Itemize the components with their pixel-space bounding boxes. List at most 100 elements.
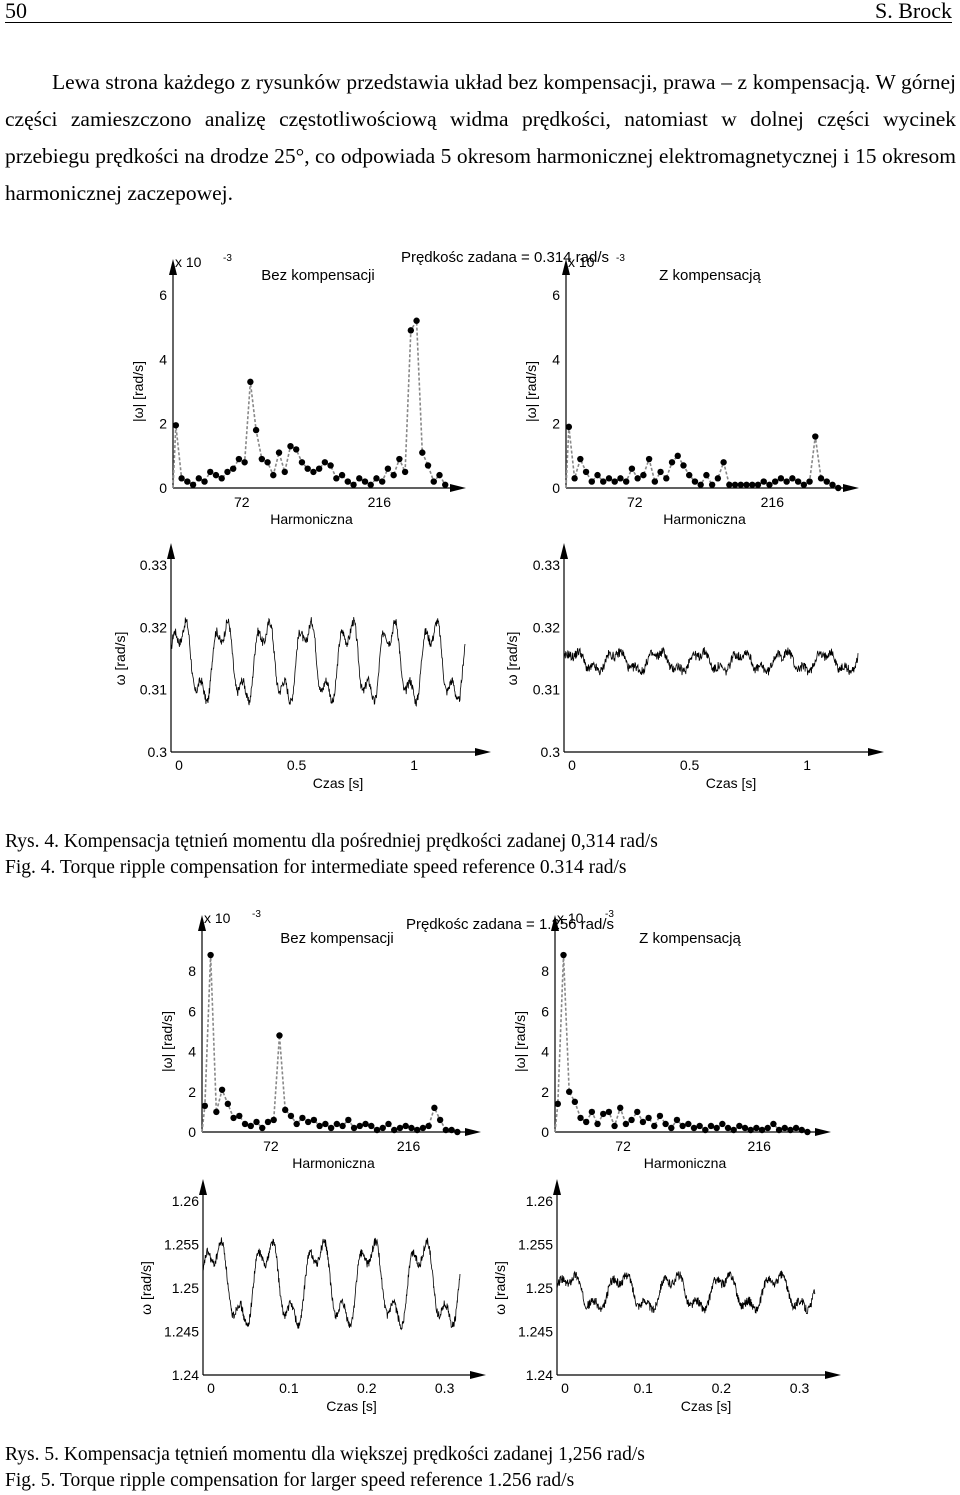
fig1-right-harmonic-point bbox=[775, 1126, 783, 1134]
fig0-right-harmonic-point bbox=[806, 478, 813, 485]
fig0-right-harmonic-point bbox=[617, 475, 624, 482]
fig1-right-harmonic-point bbox=[600, 1110, 607, 1118]
fig1-left-harmonic-point bbox=[356, 1122, 363, 1130]
fig0-left-harmonic-point bbox=[338, 471, 346, 479]
fig0-right-harmonic-point bbox=[760, 478, 767, 485]
fig1-left-harmonic-point bbox=[316, 1122, 323, 1130]
fig1-right-harmonic-point bbox=[804, 1128, 811, 1136]
fig0-left-harmonic-point bbox=[367, 481, 374, 488]
fig0-right-harmonic-point bbox=[737, 481, 744, 488]
fig1-left-xlabel: Harmoniczna bbox=[292, 1155, 375, 1171]
fig0-right-xtick-label: 0 bbox=[568, 757, 576, 773]
fig1-left-harmonic-point bbox=[293, 1120, 300, 1128]
fig1-left-harmonic-point bbox=[333, 1120, 341, 1128]
fig1-right-harmonic-point bbox=[736, 1122, 743, 1130]
fig1-right-harmonic-point bbox=[605, 1108, 613, 1116]
fig0-right-harmonic-point bbox=[766, 481, 773, 488]
fig1-left-harmonic-point bbox=[391, 1126, 398, 1134]
fig1-right-harmonic-point bbox=[588, 1108, 596, 1116]
fig0-right-harmonic-point bbox=[571, 475, 578, 482]
fig1-left-harmonic-point bbox=[425, 1122, 432, 1130]
fig1-left-y-axis-arrow bbox=[198, 915, 206, 931]
fig1-left-harmonic-point bbox=[396, 1124, 404, 1132]
fig0-left-xtick-label: 216 bbox=[368, 494, 392, 510]
fig1-left-xtick-label: 72 bbox=[263, 1138, 279, 1154]
fig0-right-harmonic-point bbox=[800, 481, 808, 488]
fig0-left-harmonic-point bbox=[321, 459, 329, 466]
fig1-left-harmonic-point bbox=[287, 1112, 295, 1120]
fig0-left-harmonic-point bbox=[218, 475, 225, 482]
fig1-left-harmonic-point bbox=[419, 1124, 427, 1132]
fig1-right-harmonic-point bbox=[622, 1120, 630, 1128]
fig1-right-harmonic-point bbox=[571, 1098, 579, 1106]
fig0-left-harmonic-point bbox=[442, 481, 449, 488]
fig1-right-xtick-label: 0.3 bbox=[790, 1380, 810, 1396]
fig0-left-harmonic-point bbox=[212, 471, 220, 479]
fig0-right-harmonic-point bbox=[634, 475, 641, 482]
fig0-right-y-axis-arrow bbox=[560, 543, 568, 559]
fig1-right-harmonic-point bbox=[673, 1116, 681, 1124]
fig1-left-x-axis-arrow bbox=[465, 1128, 481, 1136]
fig0-left-harmonic-point bbox=[315, 465, 323, 472]
fig0-left-harmonic-point bbox=[407, 327, 415, 334]
fig0-right-harmonic-point bbox=[829, 481, 836, 488]
fig1-left-ytick-label: 1.245 bbox=[164, 1324, 199, 1340]
fig1-left-harmonic-point bbox=[431, 1104, 438, 1112]
fig1-left-ytick-label: 6 bbox=[188, 1003, 196, 1019]
fig0-right-harmonic-point bbox=[651, 478, 659, 485]
fig0-right-harmonic-point bbox=[817, 475, 825, 482]
fig0-left-ytick-label: 0 bbox=[159, 480, 167, 496]
fig0-right-harmonic-point bbox=[657, 468, 664, 476]
fig0-right-y-axis-arrow bbox=[562, 259, 570, 275]
fig1-left-x-axis-arrow bbox=[470, 1371, 486, 1379]
fig1-left-xtick-label: 0.1 bbox=[279, 1380, 299, 1396]
fig0-left-xtick-label: 72 bbox=[234, 494, 250, 510]
figure-4-caption-en: Fig. 4. Torque ripple compensation for i… bbox=[5, 857, 627, 878]
running-header-author: S. Brock bbox=[875, 0, 952, 23]
fig1-right-ytick-label: 1.255 bbox=[518, 1237, 553, 1253]
fig0-right-harmonic-point bbox=[726, 481, 733, 488]
fig1-right-harmonic-point bbox=[764, 1124, 771, 1132]
fig1-left-ytick-label: 1.24 bbox=[172, 1367, 199, 1383]
fig1-left-harmonic-point bbox=[236, 1112, 243, 1120]
fig0-left-harmonic-point bbox=[281, 468, 288, 476]
fig1-right-harmonic-point bbox=[730, 1126, 737, 1134]
fig0-left-harmonic-point bbox=[264, 459, 271, 466]
fig0-left-harmonic-point bbox=[413, 317, 420, 324]
fig0-right-multiplier-exponent: -3 bbox=[616, 253, 625, 264]
fig0-left-harmonic-point bbox=[201, 478, 208, 485]
fig0-right-harmonic-point bbox=[777, 475, 785, 482]
fig1-left-harmonic-point bbox=[448, 1126, 455, 1134]
fig1-right-harmonic-point bbox=[628, 1116, 635, 1124]
fig1-right-ytick-label: 1.26 bbox=[526, 1193, 553, 1209]
fig0-right-ytick-label: 0 bbox=[552, 480, 560, 496]
fig1-right-harmonic-point bbox=[668, 1124, 675, 1132]
fig0-left-multiplier: x 10 bbox=[175, 254, 202, 270]
fig0-left-ytick-label: 0.3 bbox=[148, 744, 168, 760]
fig1-left-xtick-label: 0 bbox=[207, 1380, 215, 1396]
fig0-right-ytick-label: 0.3 bbox=[541, 744, 561, 760]
fig0-right-multiplier: x 10 bbox=[568, 254, 595, 270]
fig1-left-harmonic-point bbox=[241, 1120, 249, 1128]
fig0-left-ytick-label: 0.32 bbox=[140, 619, 167, 635]
fig1-left-harmonic-point bbox=[322, 1120, 329, 1128]
fig1-left-ytick-label: 0 bbox=[188, 1124, 196, 1140]
fig0-left-harmonic-point bbox=[258, 455, 266, 463]
fig1-right-harmonic-point bbox=[645, 1114, 652, 1122]
fig0-right-harmonic-point bbox=[565, 423, 573, 431]
fig1-right-harmonic-point bbox=[685, 1120, 692, 1128]
fig0-right-harmonic-point bbox=[668, 459, 676, 466]
fig0-left-harmonic-point bbox=[298, 459, 306, 466]
fig1-left-xtick-label: 216 bbox=[397, 1138, 421, 1154]
fig0-left-harmonic-point bbox=[350, 481, 357, 488]
fig1-right-harmonic-point bbox=[792, 1124, 800, 1132]
fig1-right-harmonic-point bbox=[753, 1124, 760, 1132]
fig0-left-multiplier-exponent: -3 bbox=[223, 253, 232, 264]
fig0-left-harmonic-point bbox=[293, 446, 300, 453]
fig1-left-harmonic-point bbox=[345, 1116, 352, 1124]
fig1-right-y-axis-arrow bbox=[551, 915, 559, 931]
fig0-right-harmonic-point bbox=[771, 478, 779, 485]
fig0-right-harmonic-point bbox=[691, 478, 699, 485]
fig0-right-harmonic-point bbox=[622, 478, 630, 485]
fig1-left-ytick-label: 1.26 bbox=[172, 1193, 199, 1209]
